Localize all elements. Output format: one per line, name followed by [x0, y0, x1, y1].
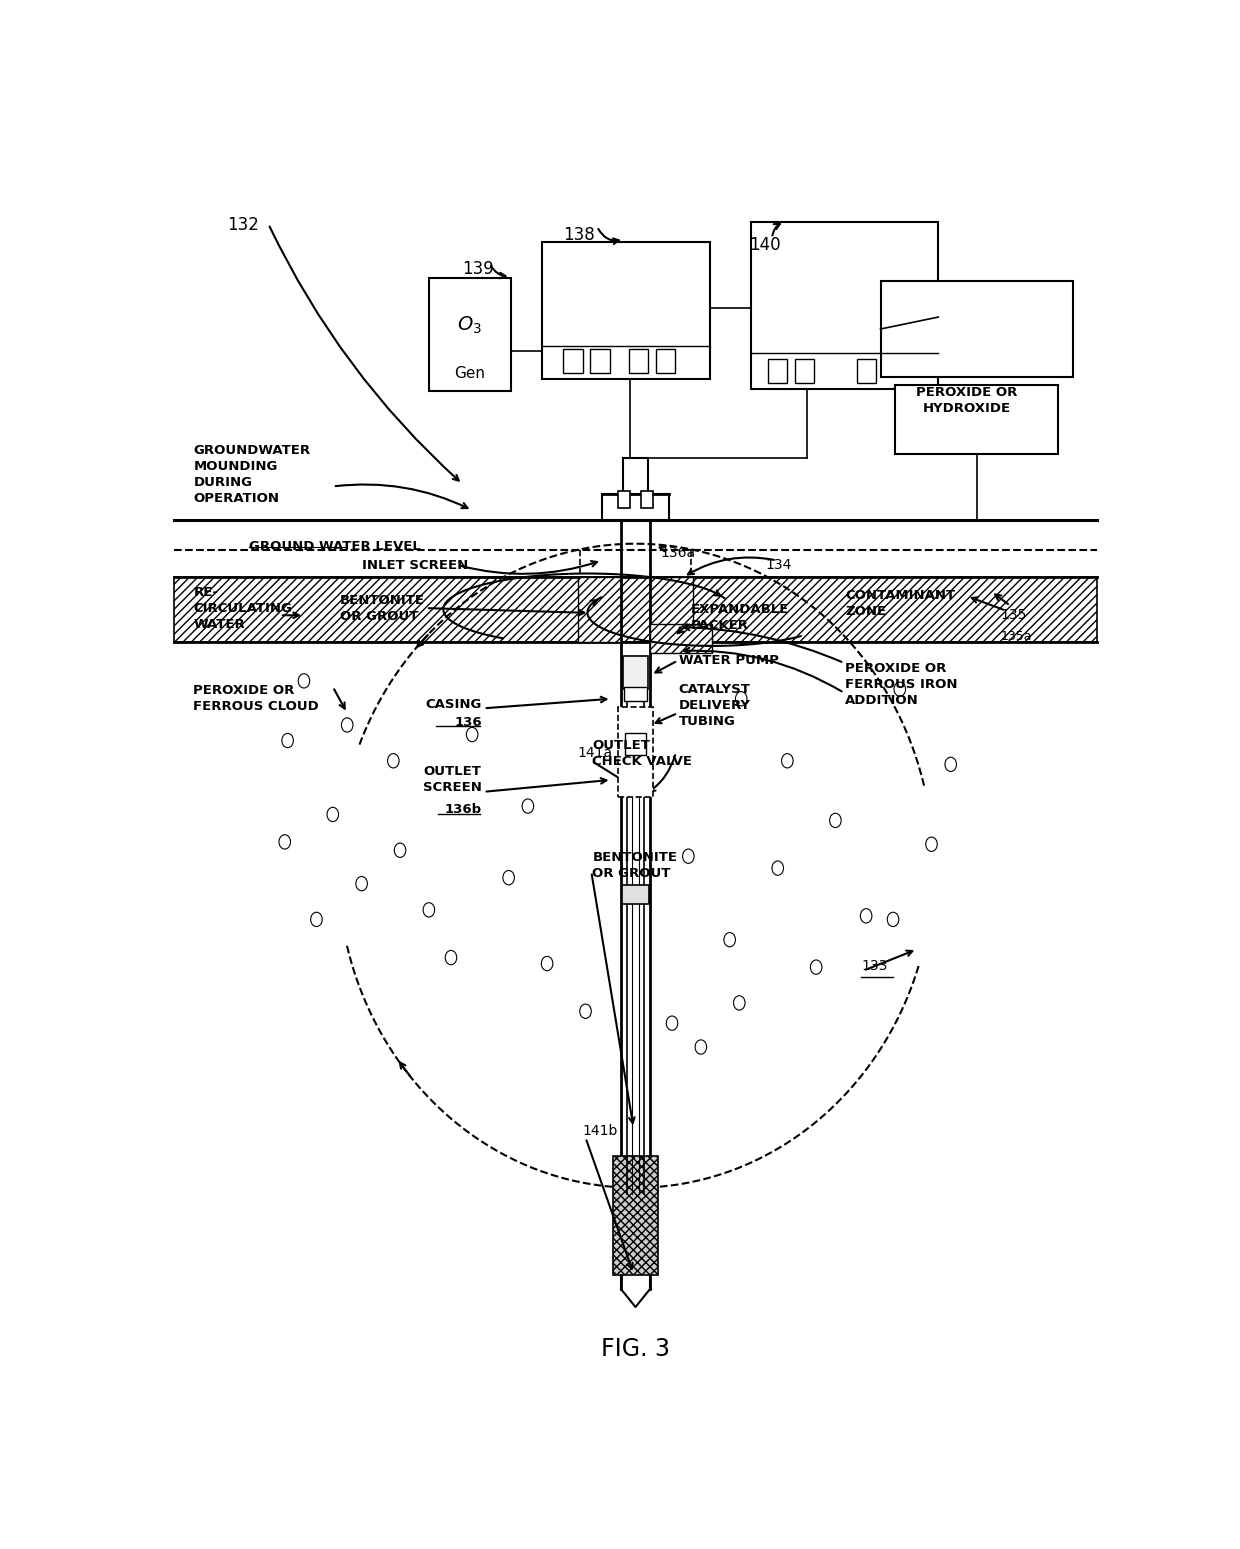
Bar — [619, 491, 630, 508]
Bar — [429, 277, 511, 390]
Bar — [650, 624, 712, 654]
Bar — [857, 359, 875, 383]
Text: PEROXIDE OR
HYDROXIDE: PEROXIDE OR HYDROXIDE — [916, 386, 1018, 415]
Bar — [895, 386, 1059, 454]
Bar — [624, 686, 647, 702]
Text: BENTONITE
OR GROUT: BENTONITE OR GROUT — [340, 593, 424, 623]
Text: Gen: Gen — [454, 367, 485, 381]
Bar — [629, 349, 649, 373]
Text: OUTLET
SCREEN: OUTLET SCREEN — [423, 765, 481, 795]
Bar — [622, 655, 649, 689]
Text: GROUNDWATER
MOUNDING
DURING
OPERATION: GROUNDWATER MOUNDING DURING OPERATION — [193, 445, 310, 505]
Bar — [590, 349, 610, 373]
Text: CASING: CASING — [425, 699, 481, 711]
Text: 136: 136 — [454, 716, 481, 730]
Text: EXPANDABLE
PACKER: EXPANDABLE PACKER — [691, 603, 789, 632]
Bar — [641, 491, 652, 508]
Bar — [650, 578, 693, 641]
Bar — [880, 282, 1073, 376]
Bar — [795, 359, 815, 383]
Text: 135a: 135a — [1001, 629, 1032, 643]
Bar — [578, 578, 621, 641]
Text: PEROXIDE OR
FERROUS CLOUD: PEROXIDE OR FERROUS CLOUD — [193, 685, 319, 713]
Text: CATALYST
DELIVERY
TUBING: CATALYST DELIVERY TUBING — [678, 683, 750, 728]
Text: FIG. 3: FIG. 3 — [601, 1337, 670, 1360]
Text: CONTAMINANT
ZONE: CONTAMINANT ZONE — [844, 589, 955, 618]
Bar — [768, 359, 787, 383]
Text: 133: 133 — [862, 959, 888, 973]
Text: WATER PUMP: WATER PUMP — [678, 654, 779, 668]
Bar — [174, 578, 1096, 641]
Text: 141a: 141a — [578, 747, 613, 761]
Bar — [563, 349, 583, 373]
Text: 139: 139 — [463, 260, 495, 277]
Bar — [614, 1156, 657, 1275]
Text: 141b: 141b — [583, 1123, 618, 1137]
Text: 134: 134 — [765, 558, 791, 572]
Text: 136b: 136b — [445, 804, 481, 816]
Text: BENTONITE
OR GROUT: BENTONITE OR GROUT — [593, 852, 677, 880]
Text: 135: 135 — [1001, 609, 1027, 623]
Bar — [751, 222, 939, 389]
Text: OUTLET
CHECK VALVE: OUTLET CHECK VALVE — [593, 739, 692, 768]
Text: RE-
CIRCULATING
WATER: RE- CIRCULATING WATER — [193, 586, 293, 630]
Text: 138: 138 — [563, 226, 595, 245]
Bar — [619, 706, 652, 796]
Text: INLET SCREEN: INLET SCREEN — [362, 559, 467, 572]
Text: PEROXIDE OR
FERROUS IRON
ADDITION: PEROXIDE OR FERROUS IRON ADDITION — [844, 661, 957, 706]
Bar — [656, 349, 675, 373]
Bar — [622, 884, 649, 905]
Bar — [625, 733, 646, 754]
Text: GROUND WATER LEVEL: GROUND WATER LEVEL — [249, 539, 422, 553]
Text: 140: 140 — [749, 235, 780, 254]
Text: 136a: 136a — [661, 547, 696, 561]
Bar — [624, 459, 647, 494]
Bar — [601, 494, 670, 520]
Bar — [542, 242, 711, 380]
Text: $O_3$: $O_3$ — [458, 314, 482, 336]
Text: 132: 132 — [227, 215, 259, 234]
